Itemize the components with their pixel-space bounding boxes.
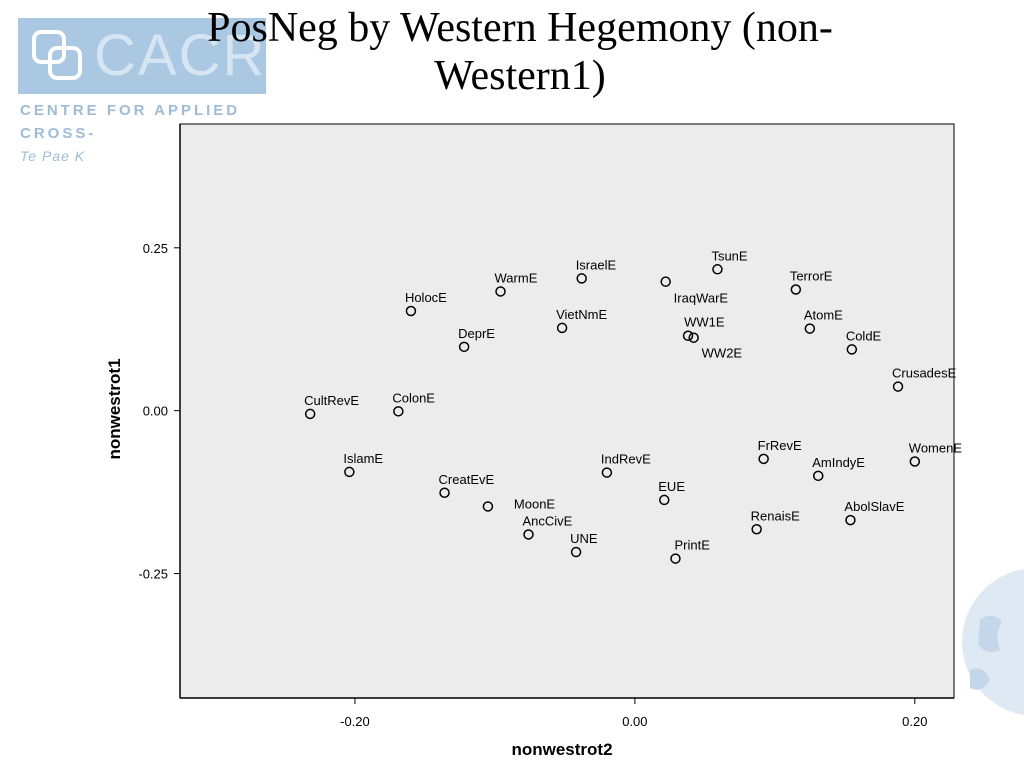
chart-title: PosNeg by Western Hegemony (non-Western1…: [207, 5, 833, 99]
point-label: AtomE: [804, 308, 843, 323]
point-label: RenaisE: [751, 508, 800, 523]
data-point: [812, 470, 824, 482]
data-point: [846, 344, 858, 355]
logo-tagline-2: CROSS-: [20, 125, 97, 142]
data-points: TsunE IsraelE WarmE TerrorE IraqWarE HolocE Vi…: [304, 248, 963, 564]
x-tick-label: 0.00: [622, 714, 647, 729]
logo-tagline-3: Te Pae K: [20, 148, 86, 164]
data-point: [845, 514, 856, 526]
point-label: VietNmE: [556, 307, 607, 322]
point-label: WomenE: [909, 440, 963, 455]
data-point: [670, 553, 681, 564]
data-point: [892, 381, 904, 392]
y-axis-label: nonwestrot1: [105, 358, 124, 459]
point-label: HolocE: [405, 290, 447, 305]
data-point: [712, 264, 723, 275]
point-label: ColonE: [392, 390, 435, 405]
point-label: WW2E: [702, 346, 743, 361]
data-point: [482, 501, 494, 512]
point-label: AmIndyE: [812, 455, 865, 470]
point-label: UNE: [570, 531, 598, 546]
point-label: TsunE: [711, 248, 747, 263]
y-tick-label: 0.00: [143, 404, 168, 419]
data-point: [393, 406, 404, 417]
cacr-logo: CACR CENTRE FOR APPLIED CROSS- Te Pae K: [18, 18, 266, 168]
data-point: [790, 284, 802, 295]
data-point: [344, 466, 355, 478]
point-label: WarmE: [495, 270, 538, 285]
data-point: [758, 453, 769, 465]
plot-area: [179, 123, 955, 699]
point-label: PrintE: [674, 538, 710, 553]
axis-ticks: -0.20 0.00 0.20 -0.25 0.00 0.25: [138, 241, 927, 729]
point-label: IndRevE: [601, 452, 651, 467]
point-label: FrRevE: [758, 438, 802, 453]
data-point: [804, 323, 816, 334]
logo-banner: CACR: [18, 18, 266, 94]
data-point: [576, 273, 587, 284]
y-tick-label: -0.25: [138, 567, 168, 582]
point-label: IsraelE: [576, 257, 617, 272]
data-point: [523, 529, 534, 540]
data-point: [304, 408, 316, 420]
data-point: [439, 487, 450, 499]
data-point: [570, 546, 582, 558]
point-label: WW1E: [684, 315, 725, 330]
point-label: TerrorE: [790, 268, 833, 283]
point-label: EUE: [658, 479, 685, 494]
data-point: [495, 286, 506, 297]
x-tick-label: -0.20: [340, 714, 370, 729]
data-point: [405, 305, 417, 317]
y-tick-label: 0.25: [143, 241, 168, 256]
data-point: [556, 322, 568, 334]
data-point: [909, 456, 921, 467]
data-point: [660, 276, 671, 287]
globe-watermark-icon: [962, 568, 1024, 716]
data-point: [458, 341, 470, 353]
point-label: AbolSlavE: [844, 499, 904, 514]
x-axis-label: nonwestrot2: [511, 740, 612, 759]
data-point: [682, 330, 694, 341]
point-label: IraqWarE: [674, 291, 729, 306]
cacr-logo-mark-icon: [32, 30, 82, 80]
point-label: IslamE: [343, 451, 383, 466]
logo-tagline-1: CENTRE FOR APPLIED: [20, 102, 241, 119]
logo-wordmark: CACR: [94, 23, 267, 88]
data-point: [751, 524, 762, 535]
x-tick-label: 0.20: [902, 714, 927, 729]
data-point: [688, 332, 699, 343]
point-label: CultRevE: [304, 393, 359, 408]
data-point: [601, 467, 613, 478]
data-point: [659, 494, 670, 506]
point-label: AncCivE: [523, 513, 573, 528]
point-label: ColdE: [846, 328, 882, 343]
point-label: DeprE: [458, 326, 495, 341]
point-label: MoonE: [514, 496, 556, 511]
point-label: CreatEvE: [439, 472, 495, 487]
point-label: CrusadesE: [892, 366, 957, 381]
